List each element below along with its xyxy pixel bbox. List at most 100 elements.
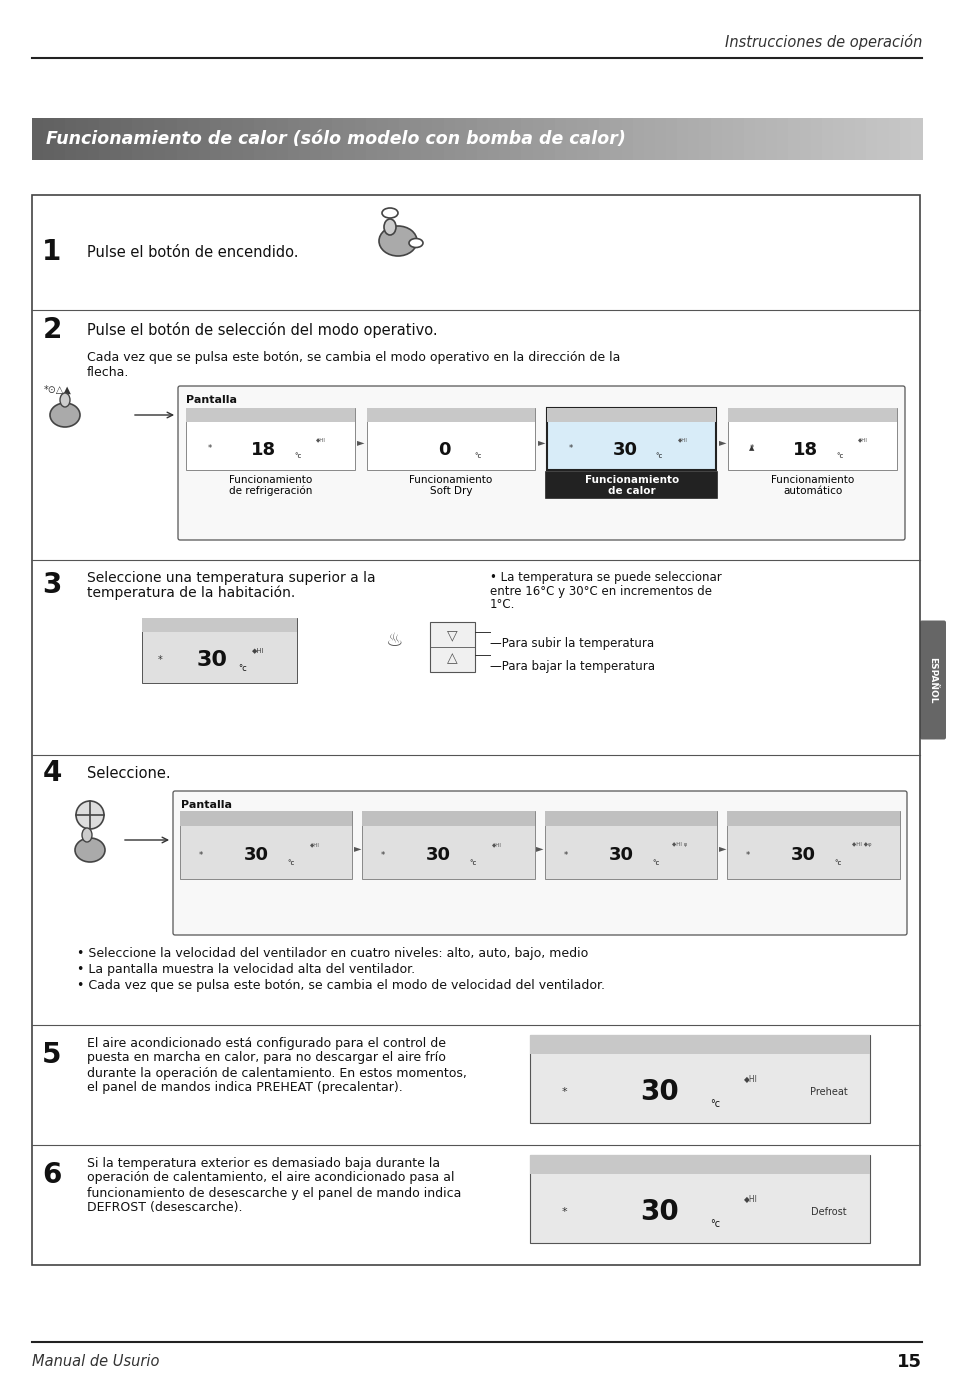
Text: 5: 5 <box>42 1042 62 1070</box>
Bar <box>421 118 433 160</box>
Text: ►: ► <box>536 843 543 854</box>
Text: FAN SPEED: FAN SPEED <box>239 623 261 627</box>
Text: FAN SPEED: FAN SPEED <box>867 816 888 820</box>
Text: SET TEMP: SET TEMP <box>689 1162 710 1166</box>
Text: 3: 3 <box>42 571 62 599</box>
Text: • Cada vez que se pulsa este botón, se cambia el modo de velocidad del ventilado: • Cada vez que se pulsa este botón, se c… <box>77 979 604 991</box>
Text: de refrigeración: de refrigeración <box>229 486 312 497</box>
Text: ◆HI: ◆HI <box>858 438 867 442</box>
Text: SUB FUNCTION: SUB FUNCTION <box>819 1162 851 1166</box>
Bar <box>899 118 911 160</box>
Text: ◆HI: ◆HI <box>492 841 501 847</box>
Bar <box>355 118 366 160</box>
Bar <box>887 118 900 160</box>
Ellipse shape <box>409 238 422 248</box>
Text: *: * <box>158 655 163 665</box>
Text: 4: 4 <box>42 759 62 787</box>
Text: OPERATION: OPERATION <box>598 816 620 820</box>
Text: OPERATION: OPERATION <box>781 816 802 820</box>
Bar <box>376 118 389 160</box>
Bar <box>621 118 633 160</box>
Text: Funcionamiento: Funcionamiento <box>584 475 679 484</box>
Bar <box>188 118 200 160</box>
Bar <box>265 118 277 160</box>
Bar <box>465 118 477 160</box>
Text: de calor: de calor <box>607 486 655 496</box>
Text: FAN SPEED: FAN SPEED <box>683 413 705 417</box>
Bar <box>777 118 789 160</box>
Text: FAN SPEED: FAN SPEED <box>756 1162 780 1166</box>
Bar <box>530 1035 869 1123</box>
Text: 6: 6 <box>42 1161 62 1189</box>
Text: Pantalla: Pantalla <box>181 799 232 811</box>
Bar <box>362 811 535 826</box>
Bar <box>154 118 167 160</box>
Bar <box>546 472 717 498</box>
Bar <box>76 118 89 160</box>
Text: AUTO SWING: AUTO SWING <box>549 1043 578 1047</box>
Text: FAN SPEED: FAN SPEED <box>864 413 885 417</box>
Text: ►: ► <box>356 437 364 447</box>
Text: FAN SPEED: FAN SPEED <box>502 816 523 820</box>
Bar <box>198 118 211 160</box>
Bar <box>99 118 111 160</box>
Bar <box>443 118 456 160</box>
Text: SUB FUNCTION: SUB FUNCTION <box>819 1043 851 1047</box>
Bar <box>365 118 377 160</box>
Bar <box>362 811 535 879</box>
Text: Cada vez que se pulsa este botón, se cambia el modo operativo en la dirección de: Cada vez que se pulsa este botón, se cam… <box>87 351 619 364</box>
Bar <box>110 118 122 160</box>
Bar <box>321 118 333 160</box>
Text: • La temperatura se puede seleccionar: • La temperatura se puede seleccionar <box>490 571 721 585</box>
Text: Pantalla: Pantalla <box>186 395 236 405</box>
Bar <box>710 118 722 160</box>
Bar <box>743 118 756 160</box>
Text: El aire acondicionado está configurado para el control de: El aire acondicionado está configurado p… <box>87 1036 446 1050</box>
Text: SET TEMP: SET TEMP <box>281 413 301 417</box>
Text: AUTO SWING: AUTO SWING <box>194 413 220 417</box>
Bar <box>530 1035 869 1054</box>
Bar <box>121 118 133 160</box>
Text: 1: 1 <box>42 238 62 266</box>
Text: SET TEMP: SET TEMP <box>210 623 229 627</box>
Text: AUTO SWING: AUTO SWING <box>371 816 396 820</box>
Ellipse shape <box>384 218 395 235</box>
Text: flecha.: flecha. <box>87 365 130 378</box>
Text: ▲: ▲ <box>748 445 754 451</box>
Bar <box>810 118 822 160</box>
Bar <box>727 811 899 879</box>
Text: °c: °c <box>709 1099 720 1109</box>
Text: SET TEMP: SET TEMP <box>460 816 479 820</box>
Bar <box>232 118 244 160</box>
Bar <box>843 118 856 160</box>
Text: OPERATION: OPERATION <box>418 413 440 417</box>
Text: FAN SPEED: FAN SPEED <box>503 413 524 417</box>
Bar <box>221 118 233 160</box>
Text: ◆HI: ◆HI <box>252 647 264 652</box>
Ellipse shape <box>381 209 397 218</box>
Text: *: * <box>560 1088 566 1098</box>
Text: 18: 18 <box>251 441 276 459</box>
Text: AUTO SWING: AUTO SWING <box>189 816 214 820</box>
Text: Pulse el botón de encendido.: Pulse el botón de encendido. <box>87 245 298 260</box>
FancyBboxPatch shape <box>178 386 904 540</box>
Bar <box>310 118 322 160</box>
Bar <box>498 118 511 160</box>
Bar <box>142 617 296 683</box>
Bar <box>66 118 77 160</box>
Bar <box>430 622 475 672</box>
Bar <box>88 118 100 160</box>
Text: OPERATION: OPERATION <box>619 1043 643 1047</box>
Text: △: △ <box>447 651 457 665</box>
Text: AUTO SWING: AUTO SWING <box>553 816 578 820</box>
Bar <box>543 118 556 160</box>
Text: OPERATION: OPERATION <box>177 623 199 627</box>
Bar <box>298 118 311 160</box>
Text: ▽: ▽ <box>447 629 457 643</box>
Text: Funcionamiento de calor (sólo modelo con bomba de calor): Funcionamiento de calor (sólo modelo con… <box>46 130 625 148</box>
Text: *: * <box>749 444 753 452</box>
Text: funcionamiento de desescarche y el panel de mando indica: funcionamiento de desescarche y el panel… <box>87 1187 461 1200</box>
Bar <box>180 811 352 879</box>
Bar <box>799 118 811 160</box>
Bar <box>632 118 644 160</box>
